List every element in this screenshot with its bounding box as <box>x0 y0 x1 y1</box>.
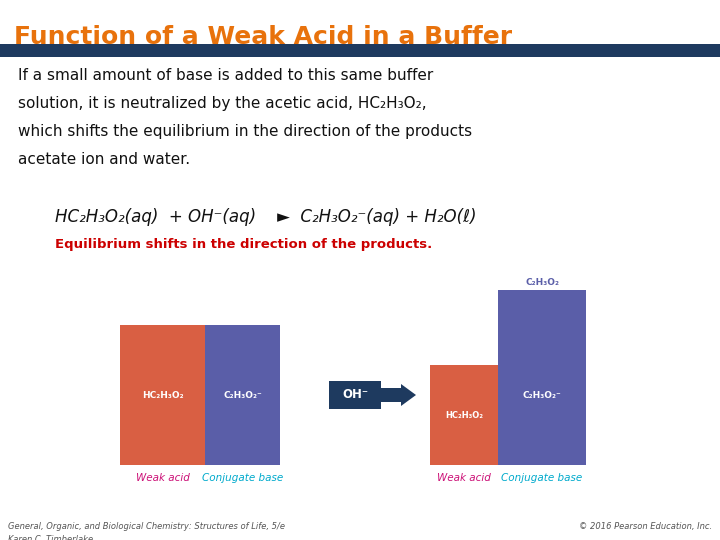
Text: Function of a Weak Acid in a Buffer: Function of a Weak Acid in a Buffer <box>14 25 512 49</box>
Text: General, Organic, and Biological Chemistry: Structures of Life, 5/e
Karen C. Tim: General, Organic, and Biological Chemist… <box>8 522 285 540</box>
Text: Equilibrium shifts in the direction of the products.: Equilibrium shifts in the direction of t… <box>55 238 432 251</box>
Text: acetate ion and water.: acetate ion and water. <box>18 152 190 167</box>
Text: © 2016 Pearson Education, Inc.: © 2016 Pearson Education, Inc. <box>579 522 712 531</box>
Text: which shifts the equilibrium in the direction of the products: which shifts the equilibrium in the dire… <box>18 124 472 139</box>
Text: OH⁻: OH⁻ <box>342 388 368 402</box>
Text: C₂H₃O₂⁻: C₂H₃O₂⁻ <box>223 390 262 400</box>
Text: HC₂H₃O₂: HC₂H₃O₂ <box>142 390 184 400</box>
Text: HC₂H₃O₂(aq)  + OH⁻(aq)    ►  C₂H₃O₂⁻(aq) + H₂O(ℓ): HC₂H₃O₂(aq) + OH⁻(aq) ► C₂H₃O₂⁻(aq) + H₂… <box>55 208 477 226</box>
FancyArrow shape <box>381 384 416 406</box>
Bar <box>0 44 720 57</box>
Bar <box>498 325 586 465</box>
Bar <box>120 325 205 465</box>
Text: Weak acid: Weak acid <box>135 473 189 483</box>
Text: C₂H₃O₂⁻: C₂H₃O₂⁻ <box>523 390 562 400</box>
Text: C₂H₃O₂: C₂H₃O₂ <box>525 278 559 287</box>
Bar <box>205 325 280 465</box>
Text: Conjugate base: Conjugate base <box>202 473 283 483</box>
Bar <box>498 290 586 325</box>
Text: Conjugate base: Conjugate base <box>501 473 582 483</box>
Bar <box>329 381 381 409</box>
Text: If a small amount of base is added to this same buffer: If a small amount of base is added to th… <box>18 68 433 83</box>
Text: HC₂H₃O₂: HC₂H₃O₂ <box>445 410 483 420</box>
Text: Weak acid: Weak acid <box>437 473 491 483</box>
Text: solution, it is neutralized by the acetic acid, HC₂H₃O₂,: solution, it is neutralized by the aceti… <box>18 96 427 111</box>
Bar <box>430 365 498 465</box>
